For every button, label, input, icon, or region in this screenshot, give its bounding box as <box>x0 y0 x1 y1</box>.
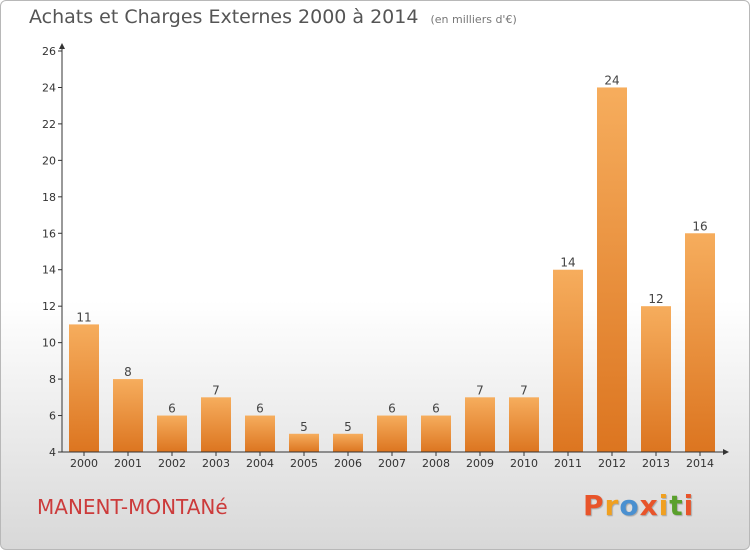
x-tick-label-2007: 2007 <box>378 457 406 470</box>
x-tick-label-2010: 2010 <box>510 457 538 470</box>
chart-title: Achats et Charges Externes 2000 à 2014 <box>29 6 419 28</box>
bar-2004 <box>245 415 275 452</box>
data-label-2004: 6 <box>256 402 264 416</box>
bar-2012 <box>597 87 627 453</box>
bar-2009 <box>465 397 495 452</box>
y-tick-label-8: 8 <box>49 373 56 386</box>
bar-2008 <box>421 415 451 452</box>
y-tick-label-4: 4 <box>49 446 56 459</box>
data-label-2013: 12 <box>648 292 663 306</box>
y-tick-label-22: 22 <box>42 118 56 131</box>
logo-letter: x <box>639 489 659 522</box>
x-tick-label-2012: 2012 <box>598 457 626 470</box>
data-label-2002: 6 <box>168 402 176 416</box>
commune-name: MANENT-MONTANé <box>37 495 228 519</box>
x-tick-label-2009: 2009 <box>466 457 494 470</box>
y-tick-label-18: 18 <box>42 191 56 204</box>
bar-2000 <box>69 324 99 452</box>
logo-letter: t <box>669 489 684 522</box>
y-tick-label-20: 20 <box>42 154 56 167</box>
data-label-2003: 7 <box>212 383 220 397</box>
bar-2002 <box>157 415 187 452</box>
bar-2005 <box>289 433 319 452</box>
bar-2001 <box>113 379 143 452</box>
x-tick-label-2004: 2004 <box>246 457 274 470</box>
axes-group: 2000 2001 2002 2003 2004 2005 2006 2007 2008 2009… <box>42 43 729 470</box>
bar-2011 <box>553 269 583 452</box>
y-tick-label-12: 12 <box>42 300 56 313</box>
logo-letter: P <box>583 489 605 522</box>
bars-group: 11 8 6 7 6 5 5 6 6 7 7 14 24 12 16 <box>69 73 715 453</box>
logo-letter: o <box>619 489 640 522</box>
bar-2013 <box>641 306 671 452</box>
x-tick-label-2001: 2001 <box>114 457 142 470</box>
x-tick-label-2002: 2002 <box>158 457 186 470</box>
y-tick-label-10: 10 <box>42 337 56 350</box>
y-tick-label-24: 24 <box>42 81 56 94</box>
title-row: Achats et Charges Externes 2000 à 2014 (e… <box>29 6 517 28</box>
y-tick-label-26: 26 <box>42 45 56 58</box>
data-label-2012: 24 <box>604 73 619 87</box>
logo-letter: r <box>604 489 620 522</box>
x-tick-label-2006: 2006 <box>334 457 362 470</box>
x-tick-label-2003: 2003 <box>202 457 230 470</box>
bar-2010 <box>509 397 539 452</box>
data-label-2011: 14 <box>560 256 575 270</box>
logo-letter: i <box>683 489 695 522</box>
logo-letter: i <box>658 489 670 522</box>
data-label-2010: 7 <box>520 383 528 397</box>
y-tick-label-6: 6 <box>49 410 56 423</box>
data-label-2014: 16 <box>692 219 707 233</box>
bar-2006 <box>333 433 363 452</box>
data-label-2008: 6 <box>432 402 440 416</box>
x-tick-label-2014: 2014 <box>686 457 714 470</box>
x-axis-arrow <box>723 449 729 455</box>
data-label-2007: 6 <box>388 402 396 416</box>
data-label-2005: 5 <box>300 420 308 434</box>
y-axis-arrow <box>59 43 65 49</box>
y-tick-label-14: 14 <box>42 264 56 277</box>
data-label-2009: 7 <box>476 383 484 397</box>
proxiti-logo: Proxiti <box>583 489 694 522</box>
x-tick-label-2008: 2008 <box>422 457 450 470</box>
chart-subtitle: (en milliers d'€) <box>430 13 517 26</box>
x-tick-label-2013: 2013 <box>642 457 670 470</box>
x-tick-label-2011: 2011 <box>554 457 582 470</box>
bar-2007 <box>377 415 407 452</box>
x-tick-label-2000: 2000 <box>70 457 98 470</box>
data-label-2001: 8 <box>124 365 132 379</box>
data-label-2000: 11 <box>76 310 91 324</box>
bar-2003 <box>201 397 231 452</box>
x-tick-label-2005: 2005 <box>290 457 318 470</box>
y-tick-label-16: 16 <box>42 227 56 240</box>
data-label-2006: 5 <box>344 420 352 434</box>
bar-2014 <box>685 233 715 452</box>
